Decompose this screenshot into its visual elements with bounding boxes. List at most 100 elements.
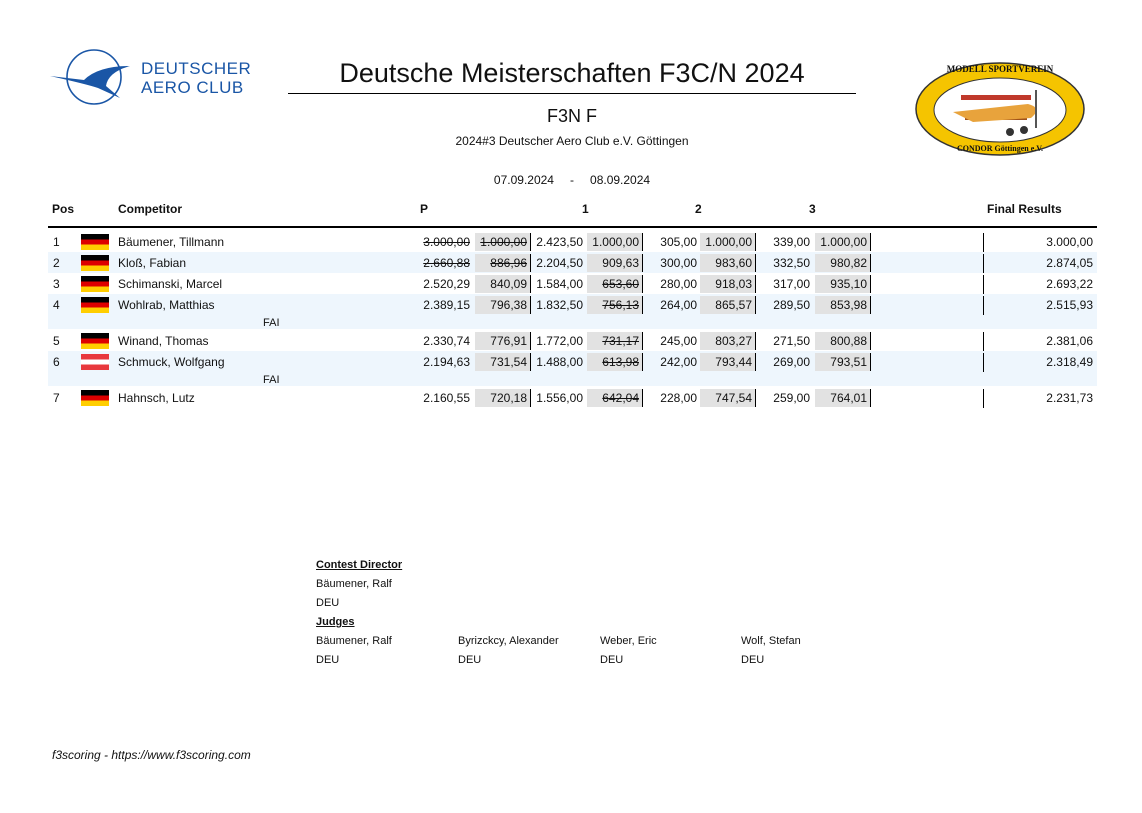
competitor-name: Hahnsch, Lutz xyxy=(118,391,195,405)
flag-germany-icon xyxy=(81,297,109,313)
flag-germany-icon xyxy=(81,234,109,250)
table-row: 5 Winand, Thomas 2.330,74 776,91 1.772,00 731… xyxy=(48,330,1097,351)
position: 3 xyxy=(53,277,60,291)
position: 6 xyxy=(53,355,60,369)
flag-germany-icon xyxy=(81,276,109,292)
judge-name: Byrizckcy, Alexander xyxy=(458,635,559,647)
raw-score: 259,00 xyxy=(773,391,810,405)
raw-score: 280,00 xyxy=(660,277,697,291)
table-row: 4 Wohlrab, Matthias 2.389,15 796,38 1.832,50… xyxy=(48,294,1097,329)
competitor-name: Winand, Thomas xyxy=(118,334,209,348)
fai-label: FAI xyxy=(263,374,280,386)
final-divider xyxy=(983,353,984,372)
normalized-score: 793,51 xyxy=(815,353,871,371)
col-round-2: 2 xyxy=(695,202,702,216)
flag-germany-icon xyxy=(81,255,109,271)
normalized-score: 918,03 xyxy=(700,275,756,293)
judge-name: Wolf, Stefan xyxy=(741,635,801,647)
final-result: 3.000,00 xyxy=(1046,235,1093,249)
normalized-score: 642,04 xyxy=(587,389,643,407)
date-to: 08.09.2024 xyxy=(590,173,651,187)
normalized-score: 1.000,00 xyxy=(587,233,643,251)
normalized-score: 935,10 xyxy=(815,275,871,293)
col-round-3: 3 xyxy=(809,202,816,216)
raw-score: 1.488,00 xyxy=(536,355,583,369)
normalized-score: 909,63 xyxy=(587,254,643,272)
normalized-score: 731,54 xyxy=(475,353,531,371)
normalized-score: 800,88 xyxy=(815,332,871,350)
final-result: 2.231,73 xyxy=(1046,391,1093,405)
dac-logo-text-1: DEUTSCHER xyxy=(141,59,252,78)
class-title: F3N F xyxy=(546,106,597,126)
normalized-score: 776,91 xyxy=(475,332,531,350)
col-competitor: Competitor xyxy=(118,202,182,216)
director-country: DEU xyxy=(316,597,340,609)
raw-score: 1.772,00 xyxy=(536,334,583,348)
normalized-score: 764,01 xyxy=(815,389,871,407)
table-row: 3 Schimanski, Marcel 2.520,29 840,09 1.584,0… xyxy=(48,273,1097,294)
normalized-score: 1.000,00 xyxy=(475,233,531,251)
normalized-score: 756,13 xyxy=(587,296,643,314)
raw-score: 339,00 xyxy=(773,235,810,249)
raw-score: 1.584,00 xyxy=(536,277,583,291)
position: 2 xyxy=(53,256,60,270)
normalized-score: 980,82 xyxy=(815,254,871,272)
col-final: Final Results xyxy=(987,202,1062,216)
flag-germany-icon xyxy=(81,333,109,349)
raw-score: 332,50 xyxy=(773,256,810,270)
normalized-score: 1.000,00 xyxy=(815,233,871,251)
normalized-score: 747,54 xyxy=(700,389,756,407)
raw-score: 2.423,50 xyxy=(536,235,583,249)
condor-logo-bottom-text: CONDOR Göttingen e.V. xyxy=(956,144,1044,153)
judge-country: DEU xyxy=(458,654,482,666)
director-label: Contest Director xyxy=(316,559,403,571)
normalized-score: 983,60 xyxy=(700,254,756,272)
final-result: 2.515,93 xyxy=(1046,298,1093,312)
raw-score: 300,00 xyxy=(660,256,697,270)
raw-score: 271,50 xyxy=(773,334,810,348)
footer-credit: f3scoring - https://www.f3scoring.com xyxy=(52,748,251,762)
table-row: 2 Kloß, Fabian 2.660,88 886,96 2.204,50 909,6… xyxy=(48,252,1097,273)
competitor-name: Wohlrab, Matthias xyxy=(118,298,215,312)
condor-logo: MODELL SPORTVEREIN CONDOR Göttingen e.V. xyxy=(913,60,1087,158)
raw-score: 1.556,00 xyxy=(536,391,583,405)
col-round-1: 1 xyxy=(582,202,589,216)
final-result: 2.693,22 xyxy=(1046,277,1093,291)
normalized-score: 803,27 xyxy=(700,332,756,350)
position: 1 xyxy=(53,235,60,249)
normalized-score: 613,98 xyxy=(587,353,643,371)
raw-score: 242,00 xyxy=(660,355,697,369)
final-divider xyxy=(983,296,984,315)
col-p: P xyxy=(420,202,429,216)
normalized-score: 796,38 xyxy=(475,296,531,314)
raw-score: 305,00 xyxy=(660,235,697,249)
position: 5 xyxy=(53,334,60,348)
final-divider xyxy=(983,332,984,351)
flag-austria-icon xyxy=(81,354,109,370)
table-row: 6 Schmuck, Wolfgang 2.194,63 731,54 1.488,00… xyxy=(48,351,1097,386)
date-range: 07.09.2024 - 08.09.2024 xyxy=(288,173,856,187)
location: 2024#3 Deutscher Aero Club e.V. Göttinge… xyxy=(455,134,689,148)
final-divider xyxy=(983,254,984,273)
judge-name: Weber, Eric xyxy=(600,635,657,647)
raw-score: 2.204,50 xyxy=(536,256,583,270)
final-result: 2.874,05 xyxy=(1046,256,1093,270)
fai-label: FAI xyxy=(263,317,280,329)
position: 4 xyxy=(53,298,60,312)
normalized-score: 653,60 xyxy=(587,275,643,293)
competitor-name: Kloß, Fabian xyxy=(118,256,187,270)
flag-germany-icon xyxy=(81,390,109,406)
raw-score: 3.000,00 xyxy=(423,235,470,249)
normalized-score: 1.000,00 xyxy=(700,233,756,251)
competitor-name: Schimanski, Marcel xyxy=(118,277,223,291)
table-row: 1 Bäumener, Tillmann 3.000,00 1.000,00 2.423… xyxy=(48,231,1097,252)
raw-score: 317,00 xyxy=(773,277,810,291)
raw-score: 1.832,50 xyxy=(536,298,583,312)
judge-country: DEU xyxy=(600,654,624,666)
raw-score: 245,00 xyxy=(660,334,697,348)
position: 7 xyxy=(53,391,60,405)
header-divider xyxy=(48,226,1097,228)
competitor-name: Schmuck, Wolfgang xyxy=(118,355,225,369)
table-row: 7 Hahnsch, Lutz 2.160,55 720,18 1.556,00 642,… xyxy=(48,387,1097,408)
final-divider xyxy=(983,233,984,252)
